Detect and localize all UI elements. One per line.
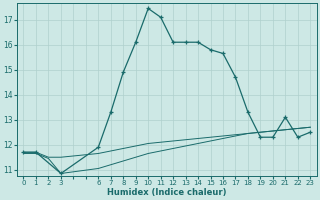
X-axis label: Humidex (Indice chaleur): Humidex (Indice chaleur) [107, 188, 227, 197]
